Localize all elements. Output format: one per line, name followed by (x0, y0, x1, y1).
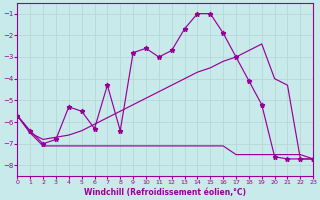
X-axis label: Windchill (Refroidissement éolien,°C): Windchill (Refroidissement éolien,°C) (84, 188, 246, 197)
